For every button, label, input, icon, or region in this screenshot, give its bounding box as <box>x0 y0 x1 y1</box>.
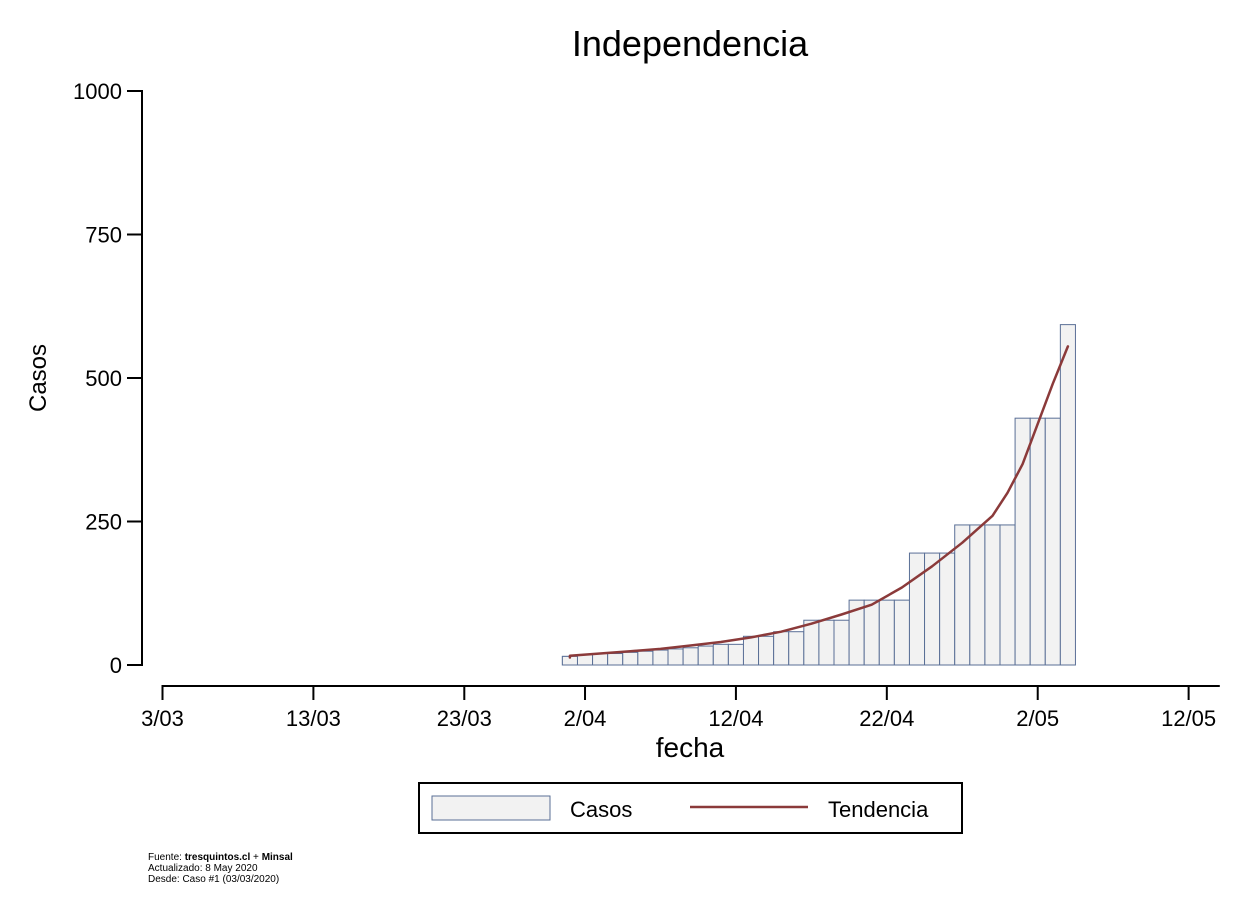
bar-casos <box>712 643 729 666</box>
bar-casos <box>908 552 926 666</box>
bar-casos <box>969 524 986 666</box>
legend-label-tendencia: Tendencia <box>828 797 929 822</box>
legend: Casos Tendencia <box>418 782 963 834</box>
bar-casos <box>727 643 744 666</box>
x-axis: 3/03 13/03 23/03 2/04 12/04 22/04 2/05 12/05 <box>141 685 1220 731</box>
bar-casos <box>1044 417 1061 666</box>
x-tick-label: 12/05 <box>1161 706 1216 731</box>
legend-swatch-casos <box>431 795 551 821</box>
x-tick-label: 23/03 <box>437 706 492 731</box>
bar-casos <box>607 653 624 666</box>
footer-since: Desde: Caso #1 (03/03/2020) <box>148 874 280 885</box>
bar-series <box>561 324 1076 666</box>
legend-label-casos: Casos <box>570 797 632 822</box>
bar-casos <box>939 552 956 666</box>
footer-source: Fuente: tresquintos.cl + Minsal <box>148 852 293 863</box>
bar-casos <box>984 524 1001 666</box>
bar-casos <box>893 599 910 666</box>
x-tick-label: 22/04 <box>859 706 914 731</box>
x-tick-label: 2/05 <box>1016 706 1059 731</box>
bar-casos <box>773 631 790 666</box>
y-tick-label: 750 <box>85 223 122 248</box>
bar-casos <box>637 650 654 666</box>
y-axis-label: Casos <box>25 344 52 412</box>
bar-casos <box>818 619 835 666</box>
bar-casos <box>682 647 699 666</box>
trend-series <box>568 345 1070 659</box>
bar-casos <box>863 599 880 666</box>
bar-casos <box>758 635 775 666</box>
footer-notes: Fuente: tresquintos.cl + Minsal Actualiz… <box>148 852 293 885</box>
bar-casos <box>652 649 669 666</box>
x-tick-label: 13/03 <box>286 706 341 731</box>
bar-casos <box>1014 417 1031 666</box>
y-tick-label: 250 <box>85 510 122 535</box>
x-axis-label: fecha <box>656 732 725 763</box>
x-tick-label: 2/04 <box>564 706 607 731</box>
y-tick-label: 0 <box>110 653 122 678</box>
chart-title: Independencia <box>572 23 809 64</box>
x-tick-label: 3/03 <box>141 706 184 731</box>
y-axis: 0 250 500 750 1000 <box>73 79 143 678</box>
bar-casos <box>803 619 820 666</box>
x-tick-label: 12/04 <box>708 706 763 731</box>
y-tick-label: 1000 <box>73 79 122 104</box>
y-tick-label: 500 <box>85 366 122 391</box>
bar-casos <box>878 599 895 666</box>
bar-casos <box>788 631 805 666</box>
bar-casos <box>667 648 684 666</box>
bar-casos <box>592 653 609 666</box>
bar-casos <box>1059 324 1076 666</box>
bar-casos <box>1029 417 1046 666</box>
bar-casos <box>833 619 850 666</box>
bar-casos <box>697 645 714 666</box>
footer-updated: Actualizado: 8 May 2020 <box>148 863 258 874</box>
line-tendencia <box>568 345 1070 659</box>
bar-casos <box>622 651 639 666</box>
bar-casos <box>742 635 760 666</box>
bar-casos <box>999 524 1016 666</box>
